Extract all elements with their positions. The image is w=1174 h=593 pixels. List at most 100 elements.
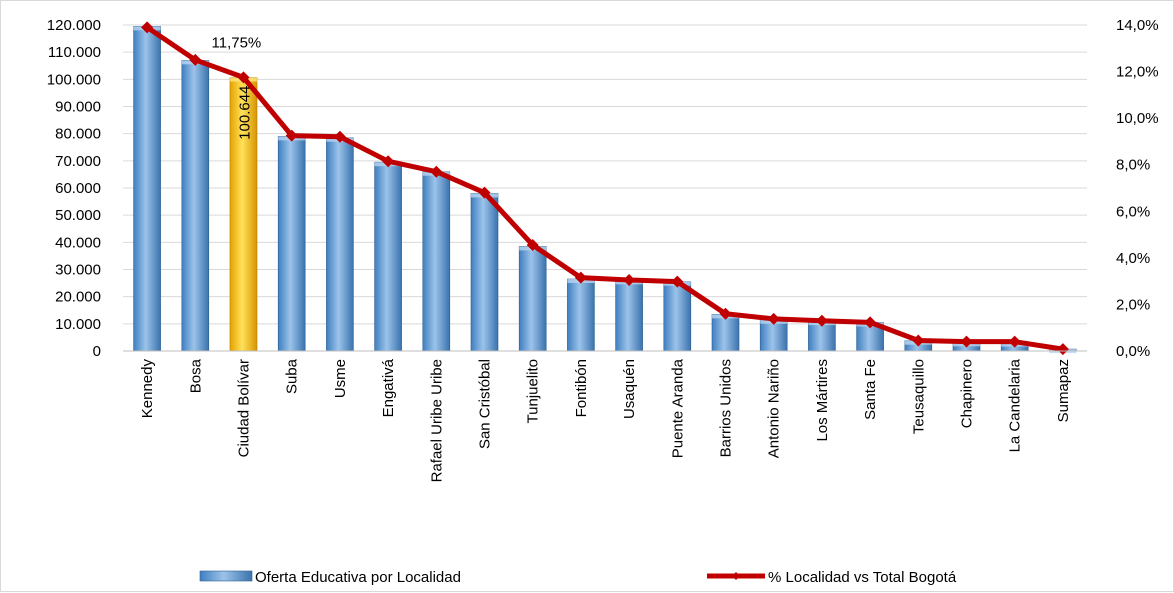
y-right-tick-label: 4,0% (1116, 250, 1150, 267)
bar-san-crist-bal (470, 193, 499, 352)
y-left-tick-label: 50.000 (55, 207, 101, 224)
line-point-marker (1008, 335, 1021, 348)
x-category-label: Los Mártires (814, 359, 831, 442)
bar-series (133, 26, 1077, 354)
line-series (141, 21, 1069, 356)
bar-tunjuelito (518, 246, 547, 352)
line-point-marker (864, 316, 877, 329)
x-category-label: Kennedy (139, 359, 156, 419)
bar (133, 26, 161, 352)
bar-engativ- (374, 161, 402, 352)
x-category-label: Suba (284, 358, 301, 394)
line-point-marker (960, 335, 973, 348)
x-category-label: Chapinero (959, 359, 976, 428)
point-data-label: 11,75% (212, 34, 262, 51)
line-point-marker (815, 314, 828, 327)
bar-fontib-n (567, 278, 595, 352)
bar-bosa (181, 60, 210, 352)
legend-bar-label: Oferta Educativa por Localidad (255, 569, 461, 586)
bar (615, 280, 643, 352)
y-left-tick-label: 80.000 (55, 126, 101, 143)
x-category-label: San Cristóbal (477, 359, 494, 449)
y-right-tick-label: 10,0% (1116, 110, 1159, 127)
bar-barrios-unidos (711, 314, 740, 352)
bar-rafael-uribe-uribe (422, 171, 451, 352)
bar (711, 314, 740, 352)
legend-item-bars: Oferta Educativa por Localidad (199, 569, 461, 586)
y-left-tick-label: 70.000 (55, 153, 101, 170)
line-point-marker (430, 165, 443, 178)
x-category-label: Barrios Unidos (718, 359, 735, 457)
y-left-tick-label: 60.000 (55, 180, 101, 197)
bar-puente-aranda (663, 281, 692, 352)
bar (518, 246, 547, 352)
line-point-marker (189, 53, 202, 66)
x-category-label: La Candelaria (1007, 358, 1024, 452)
y-left-tick-label: 110.000 (48, 44, 101, 61)
x-category-label: Rafael Uribe Uribe (428, 359, 445, 482)
bar (663, 281, 692, 352)
x-category-label: Antonio Nariño (766, 359, 783, 458)
y-right-tick-label: 12,0% (1116, 64, 1159, 81)
line-point-marker (141, 21, 154, 34)
x-category-label: Usaquén (621, 359, 638, 419)
bar-usaqu-n (615, 280, 643, 352)
bar (326, 137, 354, 352)
y-left-tick-label: 100.000 (47, 71, 101, 88)
bar-kennedy (133, 26, 161, 352)
line-point-marker (526, 239, 539, 252)
legend-bar-swatch (199, 570, 253, 582)
x-category-label: Santa Fe (862, 359, 879, 420)
line-point-marker (574, 271, 587, 284)
y-left-tick-label: 30.000 (55, 262, 101, 279)
gridlines (123, 24, 1087, 352)
y-left-tick-label: 40.000 (55, 234, 101, 251)
line-point-marker (237, 71, 250, 84)
line-point-marker (671, 275, 684, 288)
line-point-marker (478, 186, 491, 199)
legend-item-line: % Localidad vs Total Bogotá (707, 569, 957, 586)
line-path (144, 24, 1066, 352)
line-point-marker (719, 307, 732, 320)
bar (374, 161, 402, 352)
line-point-marker (767, 312, 780, 325)
line-point-marker (623, 273, 636, 286)
y-right-tick-label: 8,0% (1116, 157, 1150, 174)
bar-data-label: 100.644 (237, 86, 254, 140)
legend-line-label: % Localidad vs Total Bogotá (768, 569, 957, 586)
bar (567, 278, 595, 352)
line-point-marker (912, 334, 925, 347)
bar (470, 193, 499, 352)
x-category-label: Sumapaz (1055, 359, 1072, 422)
y-right-tick-label: 0,0% (1116, 343, 1150, 360)
bar (277, 136, 306, 352)
y-left-tick-label: 0 (93, 343, 101, 360)
x-category-label: Ciudad Bolívar (236, 359, 253, 457)
y-left-tick-label: 90.000 (55, 99, 101, 116)
legend-line-marker (732, 572, 740, 580)
axes: 0 10.000 20.000 30.000 40.000 50.000 60.000 70.… (47, 17, 1159, 482)
annotations: 100.644 11,75% (212, 34, 262, 139)
x-category-label: Fontibón (573, 359, 590, 417)
x-category-label: Puente Aranda (669, 358, 686, 458)
y-right-tick-label: 6,0% (1116, 203, 1150, 220)
y-right-tick-label: 2,0% (1116, 296, 1150, 313)
x-category-label: Tunjuelito (525, 359, 542, 423)
x-category-label: Bosa (187, 358, 204, 393)
x-category-label: Usme (332, 359, 349, 398)
line-point-marker (285, 129, 298, 142)
x-category-label: Engativá (380, 358, 397, 417)
bar-usme (326, 137, 354, 352)
line-point-marker (333, 130, 346, 143)
y-left-tick-label: 120.000 (47, 17, 101, 34)
line-point-marker (382, 155, 395, 168)
bar (181, 60, 210, 352)
line-point-marker (1056, 343, 1069, 356)
bar (759, 319, 788, 352)
x-category-label: Teusaquillo (910, 359, 927, 434)
y-left-tick-label: 10.000 (55, 316, 101, 333)
legend: Oferta Educativa por Localidad % Localid… (199, 569, 957, 586)
bar (422, 171, 451, 352)
